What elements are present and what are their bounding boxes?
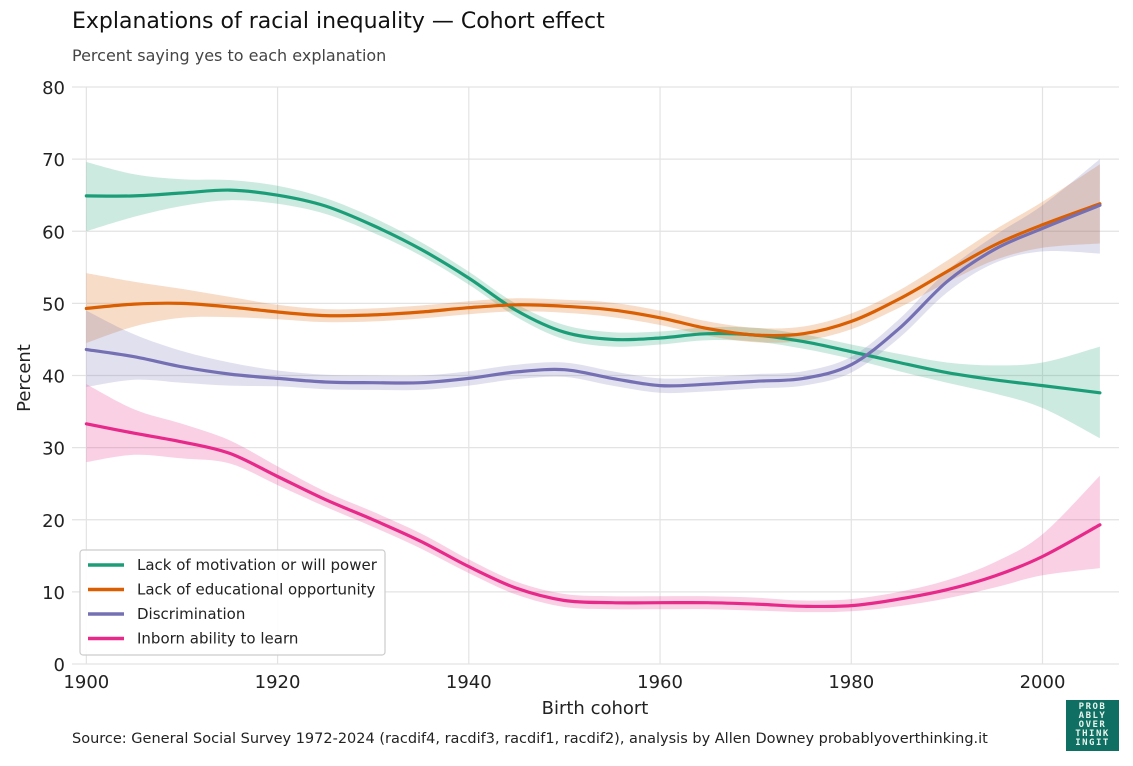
x-tick-label: 1980 bbox=[828, 672, 874, 693]
legend-label-1: Lack of motivation or will power bbox=[137, 556, 378, 574]
y-tick-label: 70 bbox=[42, 150, 65, 171]
series-line-2 bbox=[84, 202, 1102, 338]
y-tick-label: 50 bbox=[42, 294, 65, 315]
grid bbox=[72, 86, 1119, 665]
y-tick-label: 30 bbox=[42, 439, 65, 460]
y-tick-label: 0 bbox=[54, 655, 65, 676]
series-line-1 bbox=[84, 188, 1102, 395]
y-tick-label: 20 bbox=[42, 511, 65, 532]
x-tick-label: 1920 bbox=[255, 672, 301, 693]
logo: PROB ABLY OVER THINK INGIT bbox=[1066, 700, 1119, 751]
legend-label-3: Discrimination bbox=[137, 605, 245, 623]
x-tick-label: 1960 bbox=[637, 672, 683, 693]
series-lines bbox=[84, 188, 1102, 609]
y-tick-label: 80 bbox=[42, 78, 65, 99]
y-axis-label: Percent bbox=[14, 344, 35, 412]
source-note: Source: General Social Survey 1972-2024 … bbox=[72, 731, 988, 747]
logo-text: PROB ABLY OVER THINK INGIT bbox=[1075, 702, 1110, 748]
legend-box bbox=[79, 549, 386, 656]
x-axis-label: Birth cohort bbox=[542, 698, 649, 719]
legend-label-4: Inborn ability to learn bbox=[137, 630, 298, 648]
legend-label-2: Lack of educational opportunity bbox=[137, 581, 376, 599]
legend: Lack of motivation or will power Lack of … bbox=[79, 549, 386, 656]
y-tick-label: 40 bbox=[42, 367, 65, 388]
confidence-band-3 bbox=[86, 159, 1100, 394]
chart-title: Explanations of racial inequality — Coho… bbox=[72, 9, 605, 34]
y-tick-label: 10 bbox=[42, 583, 65, 604]
x-tick-label: 1900 bbox=[63, 672, 109, 693]
y-tick-label: 60 bbox=[42, 222, 65, 243]
x-tick-label: 1940 bbox=[446, 672, 492, 693]
confidence-band-1 bbox=[86, 162, 1100, 439]
axis-ticks: 0 10 20 30 40 50 60 70 80 1900 1920 1940 1960 1980 200… bbox=[42, 78, 1065, 693]
series-line-3 bbox=[84, 203, 1102, 388]
chart-subtitle: Percent saying yes to each explanation bbox=[72, 46, 387, 65]
x-tick-label: 2000 bbox=[1020, 672, 1066, 693]
series-line-4 bbox=[84, 422, 1102, 609]
confidence-bands bbox=[86, 159, 1100, 613]
